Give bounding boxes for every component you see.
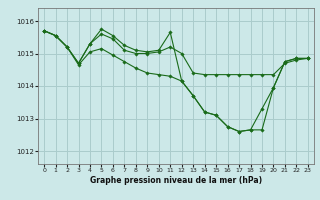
X-axis label: Graphe pression niveau de la mer (hPa): Graphe pression niveau de la mer (hPa) [90,176,262,185]
